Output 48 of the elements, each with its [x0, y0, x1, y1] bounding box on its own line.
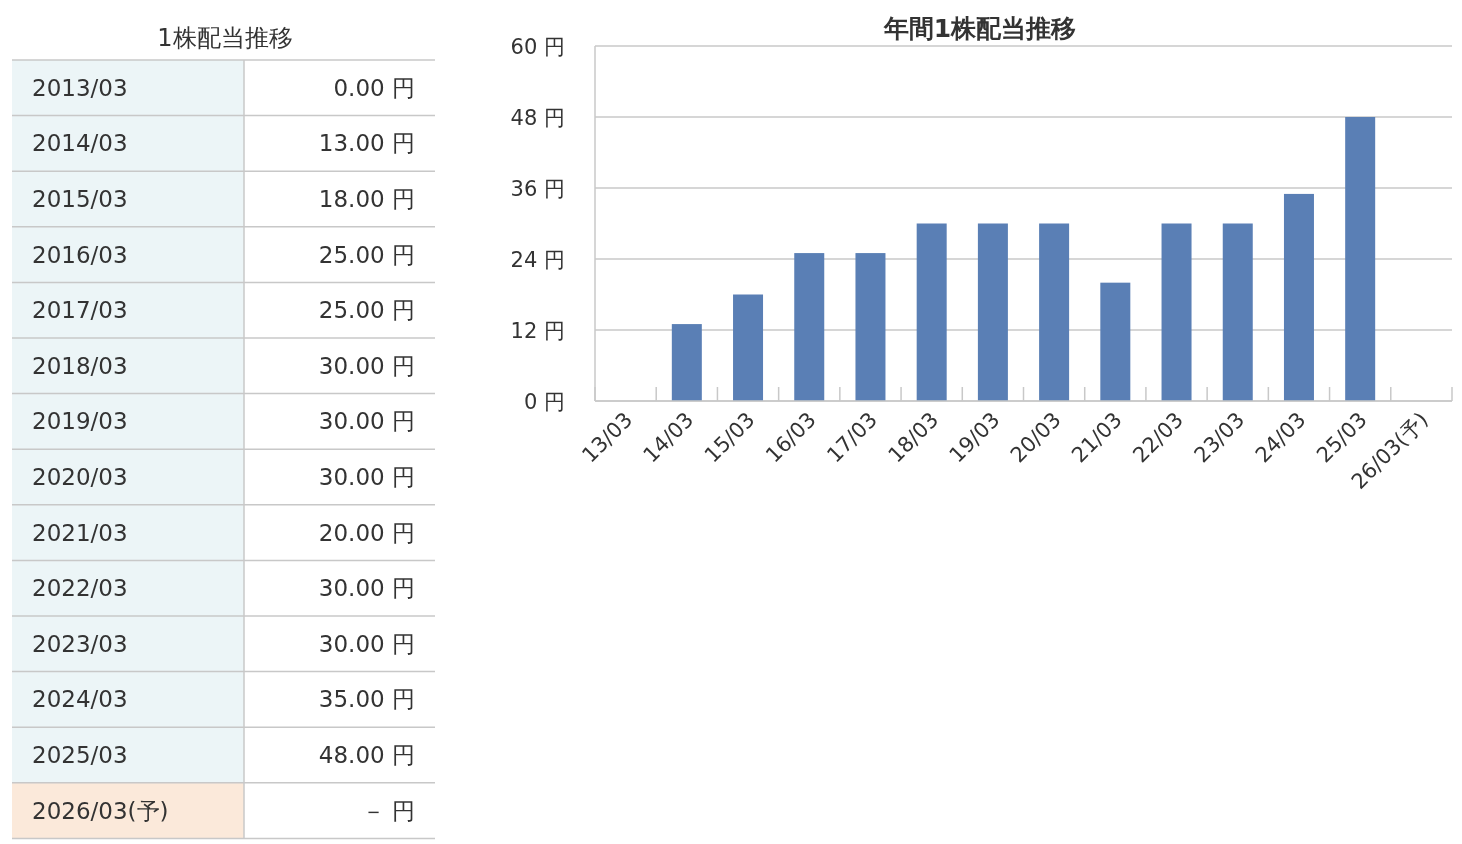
- bar: [916, 223, 947, 401]
- y-tick-label: 36 円: [510, 177, 565, 201]
- category-label: 2016/03: [32, 241, 128, 268]
- text: 25.00 円: [318, 241, 415, 268]
- bar: [671, 324, 702, 401]
- y-tick-label: 12 円: [510, 319, 565, 343]
- y-tick-label: 0 円: [523, 390, 565, 414]
- bar: [794, 253, 825, 401]
- bar: [977, 223, 1008, 401]
- category-label: 2020/03: [32, 464, 128, 490]
- category-label: 2013/03: [32, 74, 128, 101]
- text: 30.00 円: [318, 408, 415, 435]
- text: 1株配当推移: [157, 24, 293, 52]
- text: 30.00 円: [318, 352, 415, 379]
- category-label: 2021/03: [32, 519, 128, 546]
- text: － 円: [361, 797, 415, 824]
- bar: [1161, 223, 1192, 401]
- bar: [1039, 223, 1070, 401]
- text: 30.00 円: [318, 630, 415, 657]
- category-label: 2017/03: [32, 297, 128, 324]
- category-label: 2018/03: [32, 352, 128, 379]
- text: 35.00 円: [318, 686, 415, 713]
- text: 48.00 円: [318, 742, 415, 768]
- bar: [855, 253, 886, 401]
- category-label: 2024/03: [32, 686, 128, 713]
- category-label: 2026/03(予): [32, 797, 169, 824]
- y-tick-label: 60 円: [510, 35, 565, 59]
- category-label: 2015/03: [32, 186, 128, 212]
- text: 25.00 円: [318, 297, 415, 324]
- text: 18.00 円: [318, 186, 415, 212]
- category-label: 2019/03: [32, 408, 128, 435]
- bar: [733, 294, 764, 401]
- chart-title: 年間1株配当推移: [882, 14, 1077, 43]
- category-label: 2022/03: [32, 575, 128, 602]
- y-tick-label: 48 円: [510, 106, 565, 130]
- bar: [1345, 117, 1376, 401]
- category-label: 2025/03: [32, 742, 128, 768]
- text: 30.00 円: [318, 464, 415, 490]
- text: 30.00 円: [318, 575, 415, 602]
- text: 20.00 円: [318, 519, 415, 546]
- bar: [1283, 193, 1314, 401]
- text: 0.00 円: [333, 74, 415, 101]
- text: 13.00 円: [318, 130, 415, 157]
- bar: [1222, 223, 1253, 401]
- category-label: 2014/03: [32, 130, 128, 157]
- category-label: 2023/03: [32, 630, 128, 657]
- y-tick-label: 24 円: [510, 248, 565, 272]
- bar: [1100, 282, 1131, 401]
